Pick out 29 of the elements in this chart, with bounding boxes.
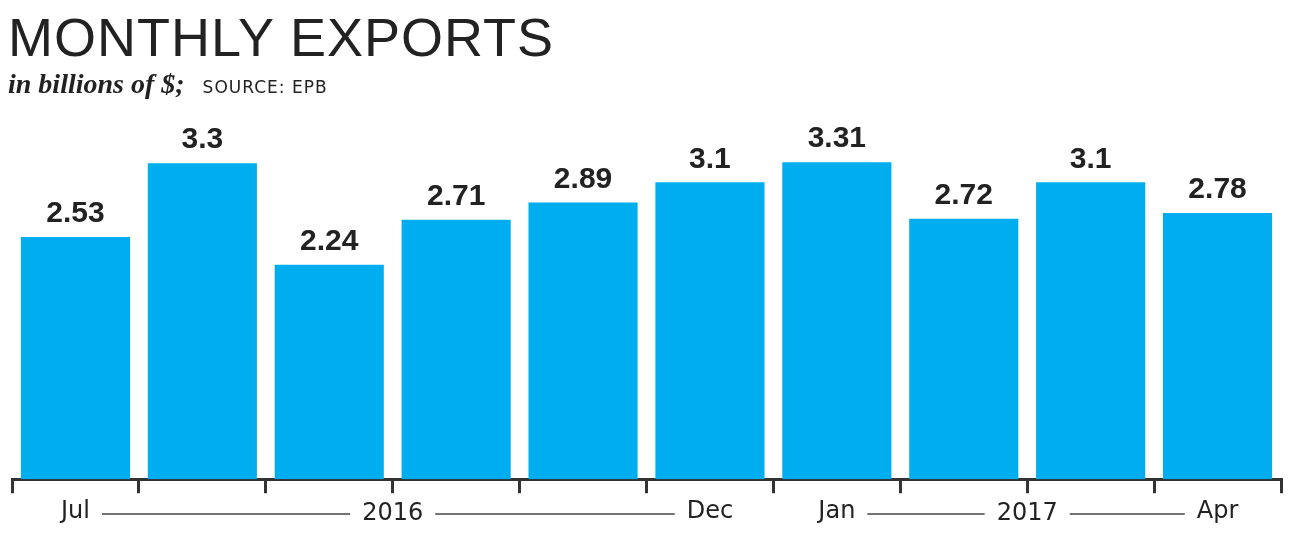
x-tick-label: Dec [686, 495, 734, 524]
chart-subtitle: in billions of $; [8, 68, 185, 100]
data-label: 2.89 [553, 160, 613, 194]
data-label: 2.71 [426, 177, 486, 211]
text: 2016 [362, 498, 424, 527]
source-note: SOURCE: EPB [202, 77, 328, 97]
bar [147, 163, 257, 480]
bar [528, 202, 638, 480]
bar [782, 162, 892, 480]
data-label: 3.31 [807, 120, 867, 154]
text: 2017 [996, 498, 1058, 527]
data-label: 2.24 [300, 222, 359, 256]
bar [401, 219, 511, 480]
x-tick-label: Apr [1196, 495, 1239, 524]
x-tick-label: Jan [816, 495, 856, 524]
bar [909, 218, 1019, 480]
data-label: 3.1 [689, 140, 731, 174]
data-label: 3.3 [181, 121, 224, 155]
data-label: 2.78 [1188, 171, 1247, 205]
bar [274, 264, 384, 480]
x-tick-label: Jul [58, 495, 90, 524]
bar [1162, 212, 1273, 480]
data-label: 2.53 [46, 195, 105, 229]
data-label: 2.72 [934, 176, 993, 210]
chart-title: MONTHLY EXPORTS [8, 7, 556, 67]
bar [20, 236, 131, 480]
bar [655, 182, 765, 480]
data-label: 3.1 [1069, 140, 1112, 174]
bar [1036, 182, 1146, 480]
